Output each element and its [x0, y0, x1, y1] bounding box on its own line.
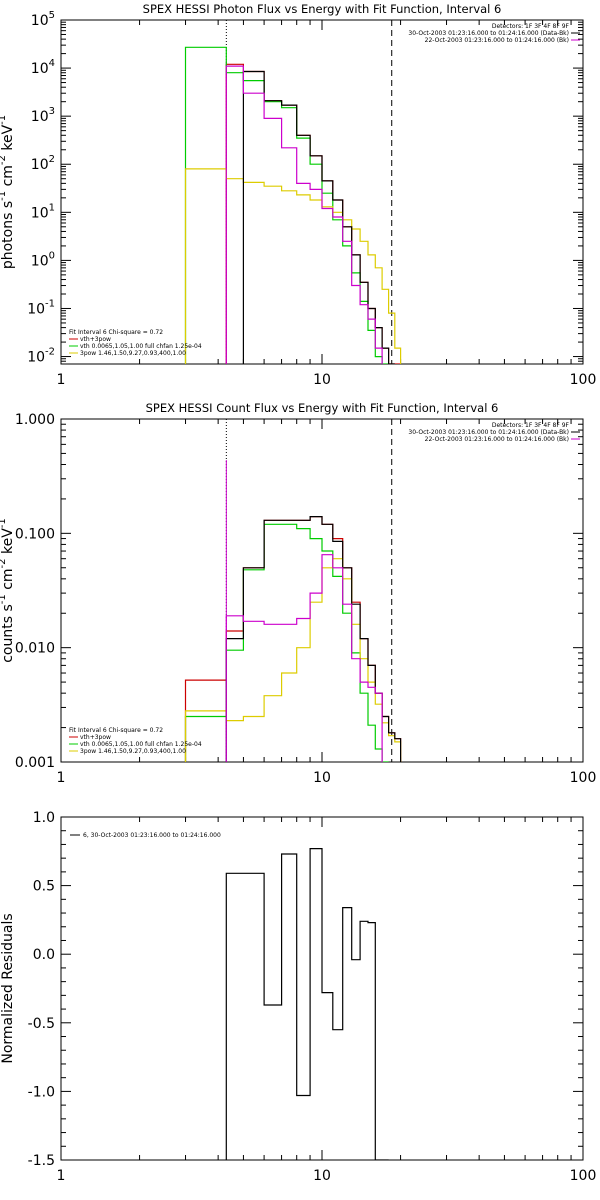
- y-tick-label-100: 102: [31, 154, 55, 173]
- series-line-3pow: [184, 168, 402, 364]
- y-tick-exponent: 1: [49, 202, 55, 213]
- fit-header: Fit Interval 6 Chi-square = 0.72: [69, 329, 163, 336]
- chart-title: SPEX HESSI Count Flux vs Energy with Fit…: [146, 401, 499, 415]
- chart-panel-1: SPEX HESSI Photon Flux vs Energy with Fi…: [0, 2, 596, 388]
- legend-label: 3pow 1.46,1.50,9.27,0.93,400,1.00: [80, 350, 186, 357]
- y-tick-base: 10: [31, 109, 49, 125]
- legend-label: vth 0.0065,1.05,1.00 full chfan 1.25e-04: [80, 343, 202, 350]
- y-tick-label-m1: -1.0: [28, 1084, 55, 1100]
- y-tick-label-m0p5: -0.5: [28, 1016, 55, 1032]
- y-tick-base: 10: [31, 61, 49, 77]
- info-line: 22-Oct-2003 01:23:16.000 to 01:24:16.000…: [425, 37, 569, 44]
- y-tick-base: 10: [27, 350, 45, 366]
- y-axis-label-exponent: -2: [0, 155, 8, 165]
- x-tick-label-100: 100: [570, 372, 597, 388]
- legend-label: 3pow 1.46,1.50,9.27,0.93,400,1.00: [80, 748, 186, 755]
- y-tick-exponent: 2: [49, 154, 55, 165]
- x-tick-label-1: 1: [57, 372, 66, 388]
- y-axis-label: counts s-1 cm-2 keV-1: [0, 518, 16, 663]
- y-axis-label-exponent: -2: [0, 558, 8, 568]
- y-tick-exponent: 3: [49, 106, 55, 117]
- y-axis-label-text: photons s: [0, 201, 16, 269]
- chart-panel-2: SPEX HESSI Count Flux vs Energy with Fit…: [0, 401, 596, 786]
- y-tick-base: 10: [31, 13, 49, 29]
- y-tick-base: 10: [27, 301, 45, 317]
- info-line: 30-Oct-2003 01:23:16.000 to 01:24:16.000…: [408, 429, 569, 436]
- series-group: [184, 516, 402, 762]
- y-axis-label-exponent: -1: [0, 518, 8, 528]
- series-line-data: [225, 516, 402, 762]
- info-line: Detectors: 1F 3F 4F 8F 9F: [492, 23, 570, 30]
- x-tick-label-10: 10: [313, 770, 331, 786]
- y-tick-label-0p01: 0.010: [15, 641, 55, 657]
- y-tick-exponent: -2: [45, 347, 55, 358]
- series-line-6-30-oct-2003-01-23-16-000-to-01-24-16-000: [225, 848, 389, 1160]
- y-axis-label: photons s-1 cm-2 keV-1: [0, 115, 16, 269]
- y-tick-label-10000: 104: [31, 58, 55, 77]
- series-line-bk: [225, 65, 383, 364]
- y-tick-exponent: 0: [49, 250, 55, 261]
- series-group: [225, 848, 389, 1160]
- legend-label: vth+3pow: [80, 734, 111, 741]
- y-axis-label-text: keV: [0, 124, 16, 155]
- y-tick-base: 10: [31, 205, 49, 221]
- series-group: [184, 46, 402, 364]
- series-line-data: [242, 70, 395, 364]
- y-tick-label-100000: 105: [31, 10, 55, 29]
- y-tick-label-1000: 103: [31, 106, 55, 125]
- x-tick-label-1: 1: [57, 1168, 66, 1184]
- y-tick-base: 10: [31, 157, 49, 173]
- y-axis-label-text: counts s: [0, 604, 16, 663]
- y-tick-label-0p01: 10-2: [27, 347, 55, 366]
- y-tick-label-1: 100: [31, 250, 55, 269]
- series-line-vth: [184, 46, 389, 364]
- series-line-vth: [184, 523, 389, 762]
- y-axis-label-text: keV: [0, 528, 16, 559]
- x-tick-label-1: 1: [57, 770, 66, 786]
- info-line: Detectors: 1F 3F 4F 8F 9F: [492, 422, 570, 429]
- chart-title: SPEX HESSI Photon Flux vs Energy with Fi…: [143, 2, 502, 16]
- y-tick-exponent: 4: [49, 58, 55, 69]
- info-line: 22-Oct-2003 01:23:16.000 to 01:24:16.000…: [425, 436, 569, 443]
- y-axis-label-exponent: -1: [0, 115, 8, 125]
- y-tick-label-m1p5: -1.5: [28, 1153, 55, 1169]
- y-axis-label-exponent: -1: [0, 594, 8, 604]
- y-tick-label-10: 101: [31, 202, 55, 221]
- fit-header: Fit Interval 6 Chi-square = 0.72: [69, 727, 163, 734]
- series-line-3pow: [184, 558, 402, 762]
- y-axis-label-text: cm: [0, 568, 16, 594]
- legend-label: vth 0.0065,1.05,1.00 full chfan 1.25e-04: [80, 741, 202, 748]
- y-tick-label-0: 0.0: [33, 947, 55, 963]
- series-line-bk: [225, 554, 383, 762]
- y-tick-label-0p001: 0.001: [15, 755, 55, 771]
- x-tick-label-10: 10: [313, 372, 331, 388]
- chart-panel-3: 1 10 100 -1.5 -1.0 -0.5 0.0 0.5 1.0 Normalized Re…: [0, 810, 596, 1184]
- y-tick-exponent: 5: [49, 10, 55, 21]
- y-tick-label-1: 1.0: [33, 810, 55, 826]
- x-tick-label-100: 100: [570, 1168, 597, 1184]
- y-tick-exponent: -1: [45, 298, 55, 309]
- legend-label: 6, 30-Oct-2003 01:23:16.000 to 01:24:16.…: [83, 832, 221, 839]
- y-axis-label-text: cm: [0, 165, 16, 191]
- legend-label: vth+3pow: [80, 336, 111, 343]
- y-tick-label-0p5: 0.5: [33, 879, 55, 895]
- y-tick-label-0p1: 10-1: [27, 298, 55, 317]
- y-axis-label: Normalized Residuals: [0, 913, 16, 1063]
- info-line: 30-Oct-2003 01:23:16.000 to 01:24:16.000…: [408, 30, 569, 37]
- x-tick-label-10: 10: [313, 1168, 331, 1184]
- y-axis-label-exponent: -1: [0, 191, 8, 201]
- y-tick-label-1: 1.000: [15, 412, 55, 428]
- y-tick-base: 10: [31, 253, 49, 269]
- x-tick-label-100: 100: [570, 770, 597, 786]
- y-tick-label-0p1: 0.100: [15, 526, 55, 542]
